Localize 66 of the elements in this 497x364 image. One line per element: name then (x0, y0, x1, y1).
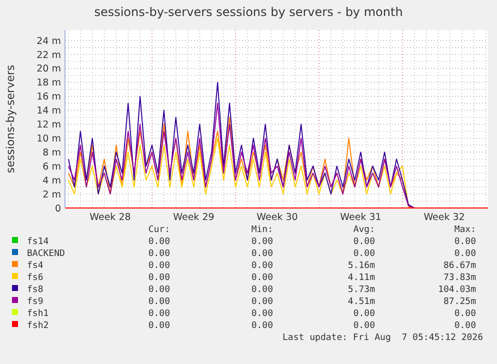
legend-label: fs6 (27, 273, 44, 283)
y-tick-label: 22 m (36, 50, 61, 61)
text: 87.25m (443, 297, 476, 307)
y-tick-label: 4 m (42, 175, 61, 186)
y-tick-label: 12 m (36, 120, 61, 131)
text: 0.00 (251, 285, 273, 295)
text: 0.00 (454, 249, 476, 259)
y-tick-label: 24 m (36, 36, 61, 47)
text: 0.00 (251, 261, 273, 271)
legend-label: fs9 (27, 297, 44, 307)
x-tick-label: Week 32 (424, 212, 465, 223)
text: 0.00 (148, 285, 170, 295)
text: 0.00 (251, 309, 273, 319)
y-tick-label: 0 (54, 203, 61, 214)
chart-title: sessions-by-servers sessions by servers - by month (94, 5, 403, 19)
x-tick-label: Week 31 (340, 212, 382, 223)
text: 0.00 (251, 273, 273, 283)
text: 0.00 (454, 237, 476, 247)
text: 104.03m (438, 285, 476, 295)
text: 0.00 (251, 237, 273, 247)
legend-label: BACKEND (27, 249, 65, 259)
legend-label: fsh2 (27, 321, 49, 331)
text: 4.11m (348, 273, 375, 283)
text: 0.00 (353, 249, 375, 259)
text: Cur: (148, 225, 170, 235)
text: 0.00 (454, 309, 476, 319)
legend-label: fs4 (27, 261, 44, 271)
text: 5.16m (348, 261, 375, 271)
text: 86.67m (443, 261, 476, 271)
text: Avg: (353, 225, 375, 235)
x-tick-label: Week 30 (256, 212, 298, 223)
text: Max: (454, 225, 476, 235)
text: 0.00 (148, 297, 170, 307)
x-tick-label: Week 28 (90, 212, 131, 223)
text: 0.00 (353, 321, 375, 331)
text: 0.00 (251, 297, 273, 307)
text: 0.00 (251, 249, 273, 259)
legend-label: fs8 (27, 285, 44, 295)
y-tick-label: 20 m (36, 64, 61, 75)
text: 0.00 (454, 321, 476, 331)
y-tick-label: 10 m (36, 134, 61, 145)
y-tick-label: 14 m (36, 106, 61, 117)
y-tick-label: 6 m (42, 161, 61, 172)
text: 73.83m (443, 273, 476, 283)
y-tick-label: 18 m (36, 78, 61, 89)
x-tick-label: Week 29 (173, 212, 214, 223)
text: 0.00 (148, 273, 170, 283)
text: 5.73m (348, 285, 375, 295)
text: 0.00 (353, 309, 375, 319)
text: 0.00 (251, 321, 273, 331)
y-tick-label: 2 m (42, 189, 61, 200)
text: 0.00 (353, 237, 375, 247)
text: 0.00 (148, 237, 170, 247)
text: 0.00 (148, 249, 170, 259)
y-tick-label: 8 m (42, 147, 61, 158)
legend-label: fs14 (27, 237, 49, 247)
text: 0.00 (148, 309, 170, 319)
text: 4.51m (348, 297, 375, 307)
y-axis-title: sessions-by-servers (4, 64, 17, 174)
y-tick-label: 16 m (36, 92, 61, 103)
text: Min: (251, 225, 273, 235)
legend-label: fsh1 (27, 309, 49, 319)
text: 0.00 (148, 321, 170, 331)
text: Last update: Fri Aug 7 05:45:12 2026 (282, 333, 483, 343)
line-series (68, 82, 415, 208)
text: 0.00 (148, 261, 170, 271)
